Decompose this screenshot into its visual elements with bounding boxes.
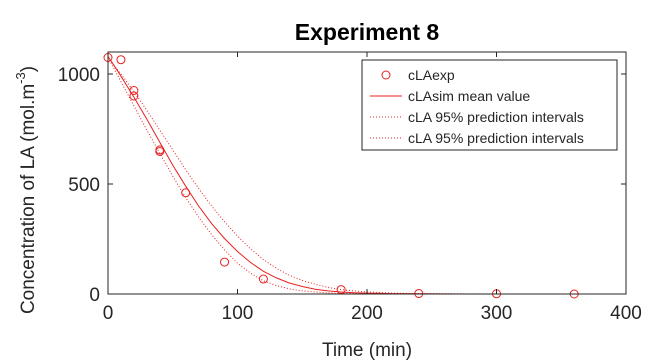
legend-label: cLA 95% prediction intervals [408, 109, 584, 125]
data-point [220, 257, 230, 267]
legend-marker-icon [381, 70, 391, 80]
x-tick-label: 0 [103, 303, 114, 324]
x-tick-label: 400 [610, 303, 642, 324]
y-axis-label: Concentration of LA (mol.m-3) [13, 66, 39, 314]
y-tick-label: 500 [68, 175, 100, 196]
data-point [258, 274, 268, 284]
x-axis-label: Time (min) [322, 340, 412, 361]
legend: cLAexp cLAsim mean value cLA 95% predictio… [361, 59, 618, 151]
y-tick-label: 1000 [58, 65, 100, 86]
data-point [129, 91, 139, 101]
x-tick-label: 300 [481, 303, 513, 324]
data-point [116, 55, 126, 65]
chart-title: Experiment 8 [295, 19, 440, 45]
y-axis-label-superscript: -3 [13, 72, 28, 84]
data-point [155, 146, 165, 156]
y-axis-label-main: Concentration of LA (mol.m [18, 84, 39, 314]
x-tick-label: 200 [351, 303, 383, 324]
y-axis-label-close: ) [18, 66, 39, 72]
y-tick-label: 0 [89, 285, 100, 306]
axes: 0 100 200 300 400 0 500 1000 [58, 52, 642, 324]
legend-label: cLAsim mean value [408, 88, 530, 104]
x-tick-label: 100 [222, 303, 254, 324]
legend-label: cLA 95% prediction intervals [408, 130, 584, 146]
legend-entries: cLAexp cLAsim mean value cLA 95% predictio… [370, 67, 584, 146]
legend-label: cLAexp [408, 67, 455, 83]
legend-box [361, 59, 618, 151]
